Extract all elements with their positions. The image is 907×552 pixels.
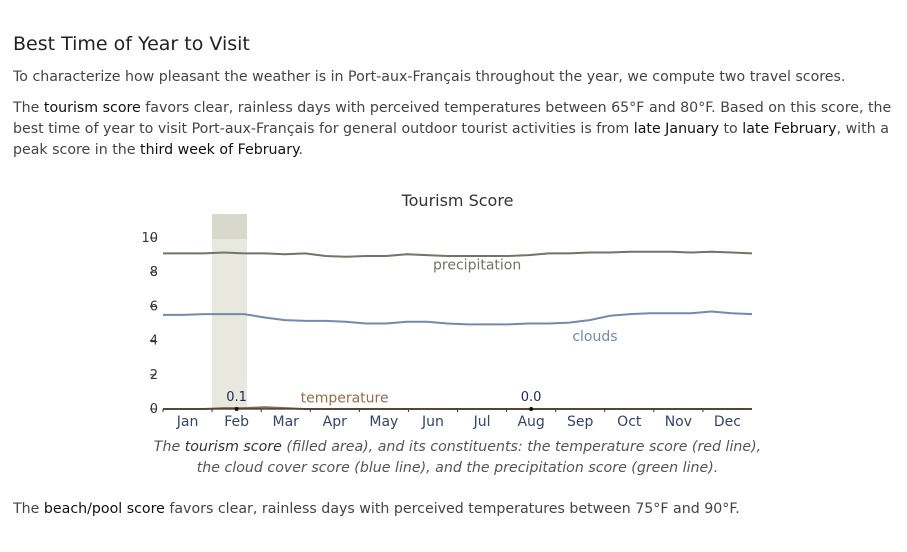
y-tick-label: 2 [150,368,158,383]
annotations: 0.1 0.0 [226,390,541,411]
caption-tourism-score-term: tourism score [184,439,282,455]
caption-text: The [153,439,185,455]
series-label-temperature: temperature [301,391,389,407]
x-tick-label-mar: Mar [272,414,299,430]
highlight-band-peak [212,214,247,239]
x-tick-label-feb: Feb [224,414,249,430]
x-tick-label-nov: Nov [665,414,692,430]
chart-title: Tourism Score [401,191,514,210]
annotation-value-label: 0.0 [521,390,542,405]
best-time-start: late January [633,121,719,137]
y-axis: 0 2 4 6 8 10 [141,231,158,417]
x-tick-label-sep: Sep [567,414,594,430]
tourism-score-term: tourism score [43,100,141,116]
tourism-score-paragraph: The tourism score favors clear, rainless… [13,98,905,161]
section-heading: Best Time of Year to Visit [13,33,250,55]
highlight-band [212,214,247,409]
annotation-dot [234,407,239,411]
annotation-dot [529,407,534,411]
paragraph-text: The [13,501,44,517]
peak-score-period: third week of February [140,142,299,158]
paragraph-text: , with a peak score in the [13,121,889,158]
x-tick-label-dec: Dec [714,414,741,430]
caption-text: (filled area), and its constituents: the… [196,439,762,476]
highlight-band-group [212,214,247,409]
y-tick-label: 10 [141,231,158,246]
x-tick-label-jul: Jul [473,414,491,430]
series-labels: precipitation clouds temperature [301,257,618,406]
tourism-score-chart: 0 2 4 6 8 10 Jan Feb Mar Apr May Jun Jul Aug Sep Oct No… [141,214,753,430]
chart-caption: The tourism score (filled area), and its… [140,437,775,479]
paragraph-text: to [718,121,743,137]
beach-score-term: beach/pool score [43,501,165,517]
series-line-clouds [163,310,753,326]
y-tick-label: 8 [150,265,158,280]
x-axis: Jan Feb Mar Apr May Jun Jul Aug Sep Oct Nov Dec [162,408,752,430]
paragraph-text: . [298,142,303,158]
best-time-end: late February [742,121,837,137]
beach-score-paragraph: The beach/pool score favors clear, rainl… [13,499,903,520]
intro-paragraph: To characterize how pleasant the weather… [13,69,846,85]
annotation-value-label: 0.1 [226,390,247,405]
y-tick-label: 0 [150,402,158,417]
y-tick-label: 6 [150,299,158,314]
series-lines [163,250,753,410]
x-tick-label-may: May [369,414,398,430]
x-tick-label-jun: Jun [421,414,444,430]
series-line-precipitation [163,250,753,258]
x-tick-label-aug: Aug [517,414,544,430]
x-tick-label-apr: Apr [323,414,347,430]
paragraph-text: The [13,100,44,116]
x-tick-label-jan: Jan [176,414,199,430]
paragraph-text: favors clear, rainless days with perceiv… [13,100,892,137]
paragraph-text: favors clear, rainless days with perceiv… [164,501,740,517]
y-tick-label: 4 [150,334,158,349]
x-tick-label-oct: Oct [617,414,642,430]
series-label-clouds: clouds [572,329,617,345]
series-label-precipitation: precipitation [433,257,521,273]
